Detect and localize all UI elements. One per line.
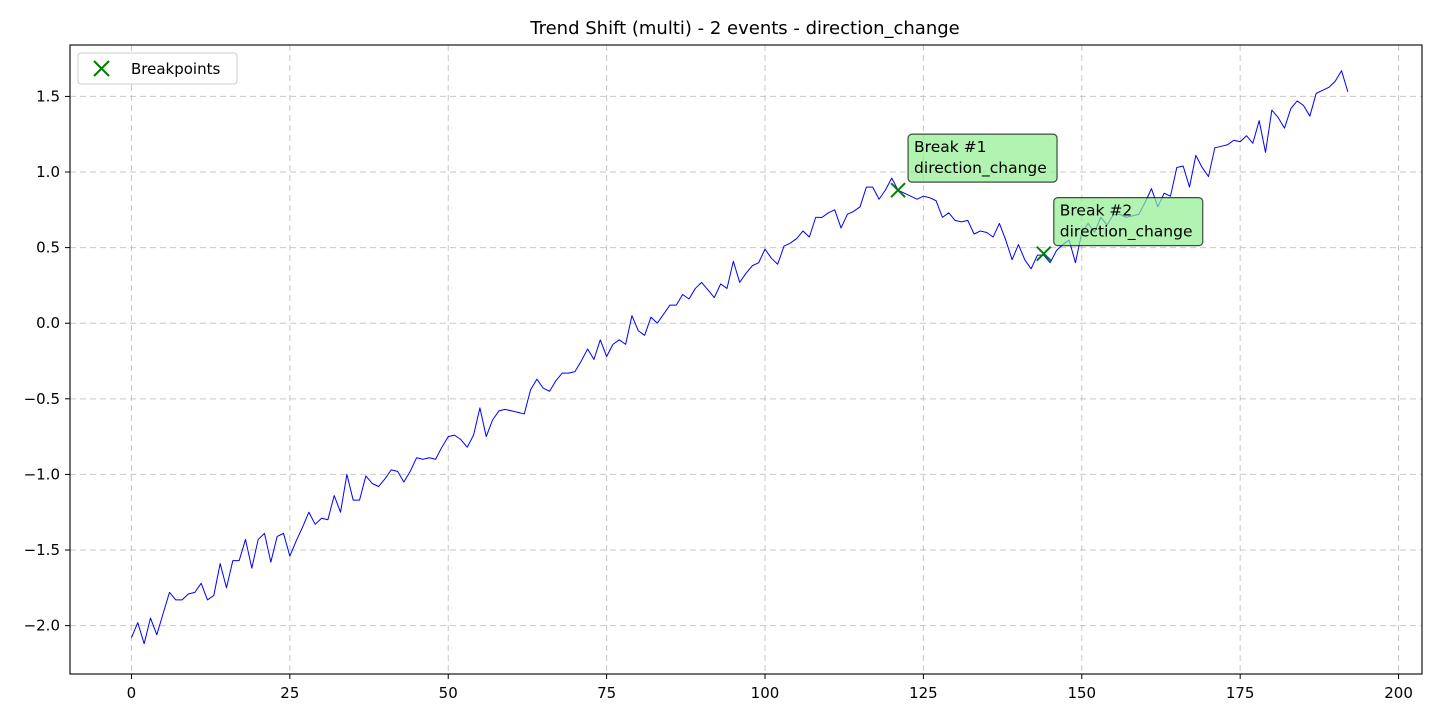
y-tick-label: 1.5 bbox=[36, 87, 60, 105]
annotations: Break #1 direction_change Break #2 directio… bbox=[907, 133, 1204, 247]
legend: Breakpoints bbox=[77, 52, 238, 85]
x-tick-label: 100 bbox=[751, 684, 780, 702]
x-tick-label: 125 bbox=[909, 684, 938, 702]
x-tick-label: 175 bbox=[1226, 684, 1255, 702]
annotation-text: direction_change bbox=[914, 159, 1047, 178]
x-tick-label: 50 bbox=[439, 684, 458, 702]
x-tick-label: 75 bbox=[597, 684, 616, 702]
y-tick-label: −1.0 bbox=[24, 465, 60, 483]
x-tick-label: 0 bbox=[127, 684, 137, 702]
plot-frame bbox=[69, 44, 1423, 675]
y-tick-label: −2.0 bbox=[24, 617, 60, 635]
legend-box bbox=[77, 52, 238, 85]
y-tick-label: 0.5 bbox=[36, 239, 60, 257]
breakpoint-markers bbox=[890, 182, 1052, 262]
annotation-text: direction_change bbox=[1060, 223, 1193, 242]
axis-ticks: 0 25 50 75 100 125 150 175 200 −2.0 −1.5 −1.0 −0.5 0.… bbox=[24, 87, 1413, 702]
chart-title: Trend Shift (multi) - 2 events - directi… bbox=[529, 18, 960, 39]
annotation-box: Break #1 direction_change bbox=[907, 133, 1058, 183]
annotation-text: Break #2 bbox=[1060, 202, 1132, 220]
y-tick-label: −1.5 bbox=[24, 541, 60, 559]
x-tick-label: 200 bbox=[1384, 684, 1413, 702]
x-tick-label: 150 bbox=[1067, 684, 1096, 702]
breakpoint-marker bbox=[890, 182, 906, 198]
annotation-box: Break #2 direction_change bbox=[1053, 197, 1204, 247]
legend-label: Breakpoints bbox=[131, 60, 220, 78]
y-tick-label: −0.5 bbox=[24, 390, 60, 408]
annotation-text: Break #1 bbox=[914, 138, 986, 156]
legend-marker-icon bbox=[93, 60, 110, 77]
y-tick-label: 1.0 bbox=[36, 163, 60, 181]
y-tick-label: 0.0 bbox=[36, 314, 60, 332]
x-tick-label: 25 bbox=[280, 684, 299, 702]
breakpoint-marker bbox=[1036, 245, 1052, 262]
